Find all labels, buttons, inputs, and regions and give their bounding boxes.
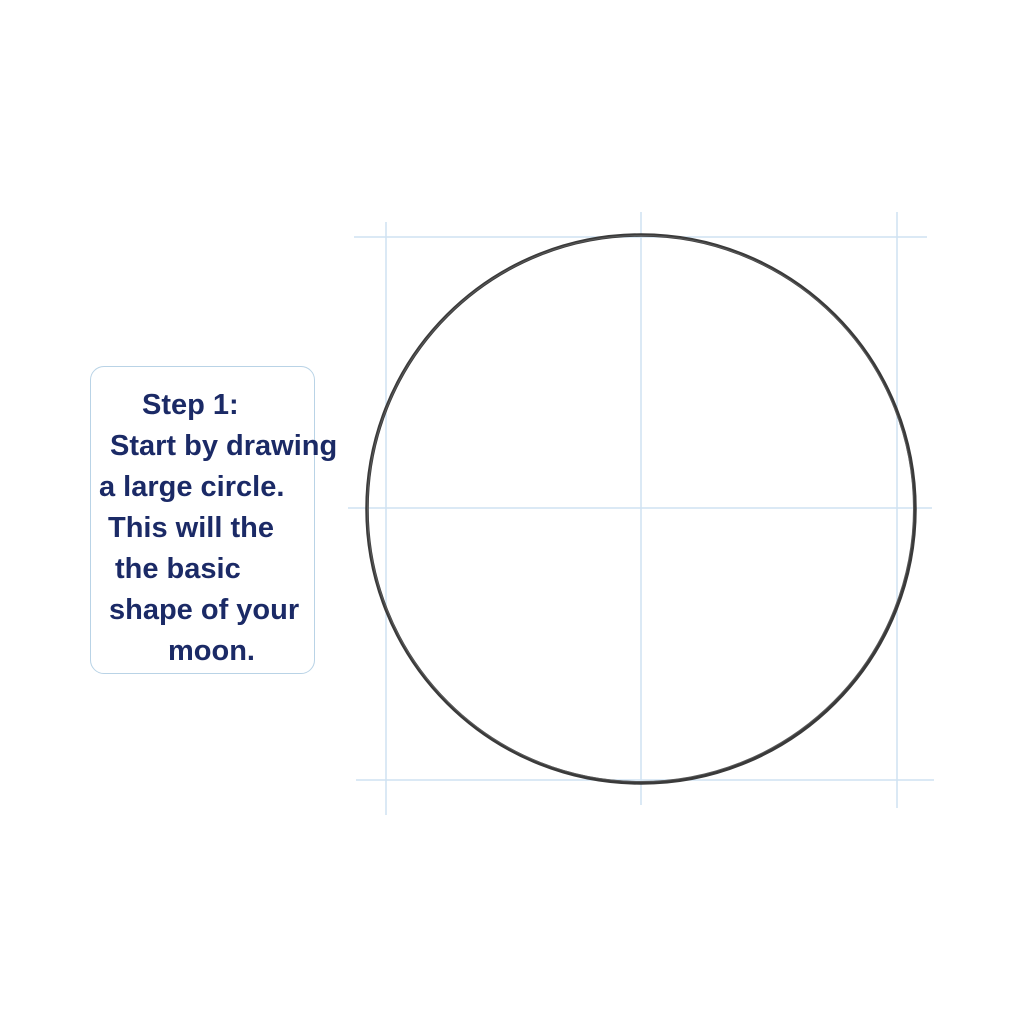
step-text-line-3: This will the [108, 512, 274, 544]
moon-circle-sketch-stroke [367, 235, 914, 782]
step-text-line-6: moon. [168, 635, 255, 667]
step-text-line-4: the basic [115, 553, 241, 585]
step-text-line-1: Start by drawing [110, 430, 338, 462]
step-text-line-2: a large circle. [99, 471, 285, 503]
step-instruction-card: Step 1: Start by drawing a large circle.… [90, 366, 337, 674]
step-text-line-5: shape of your [109, 594, 300, 626]
moon-circle-outline [365, 233, 917, 785]
step-heading: Step 1: [142, 389, 239, 421]
